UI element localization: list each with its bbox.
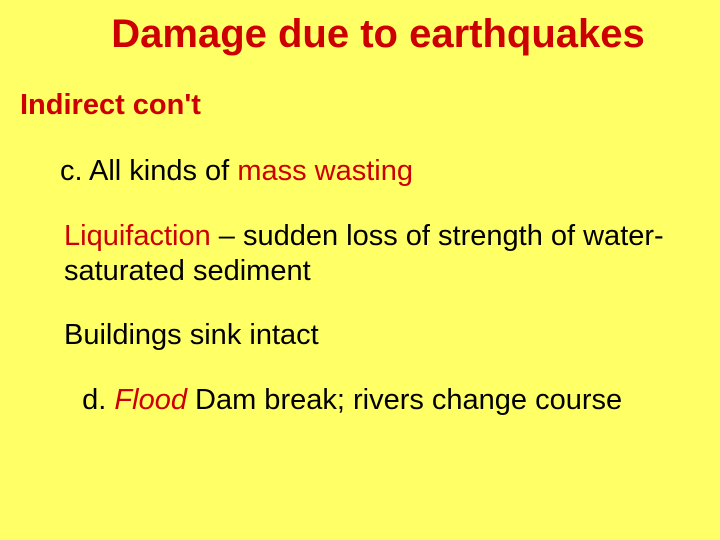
point-d-rest: Dam break; rivers change course xyxy=(187,384,622,416)
point-d: d. Flood Dam break; rivers change course xyxy=(58,383,700,418)
liquifaction-term: Liquifaction xyxy=(64,220,211,252)
point-d-flood: Flood xyxy=(114,384,187,416)
buildings-line: Buildings sink intact xyxy=(64,318,700,353)
slide-subtitle: Indirect con't xyxy=(20,89,700,122)
slide-container: Damage due to earthquakes Indirect con't… xyxy=(0,0,720,418)
point-c-prefix: c. All kinds of xyxy=(60,155,237,187)
point-c-highlight: mass wasting xyxy=(237,155,413,187)
point-d-prefix: d. xyxy=(82,384,114,416)
liquifaction-line: Liquifaction – sudden loss of strength o… xyxy=(64,219,700,289)
point-c: c. All kinds of mass wasting xyxy=(60,154,700,189)
slide-title: Damage due to earthquakes xyxy=(56,12,700,57)
